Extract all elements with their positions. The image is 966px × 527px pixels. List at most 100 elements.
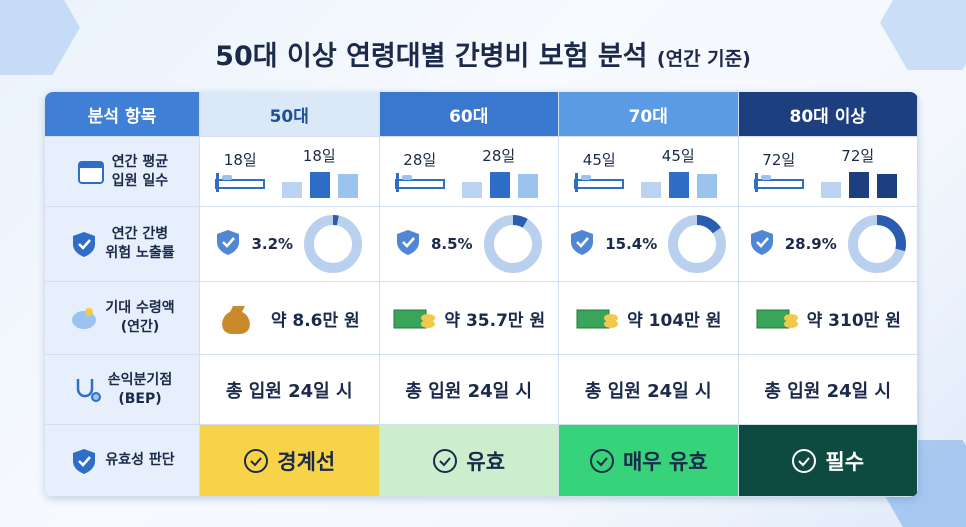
bar-block: 18일 — [274, 145, 364, 198]
cell: 15.4% — [559, 207, 739, 282]
amount-text: 약 310만 원 — [806, 310, 901, 331]
cell: 총 입원 24일 시 — [738, 355, 918, 425]
header-text: 분석 항목 — [87, 106, 157, 127]
days-label: 18일 — [223, 151, 257, 169]
row-icon — [72, 308, 97, 329]
amount-text: 약 35.7만 원 — [444, 310, 546, 331]
mini-bars — [820, 172, 897, 198]
days-label: 28일 — [403, 151, 437, 169]
days-label: 45일 — [661, 147, 695, 165]
row-label-line: 유효성 판단 — [105, 452, 175, 469]
cell: 약 104만 원 — [559, 282, 739, 355]
donut — [668, 215, 727, 273]
money-icon — [393, 309, 436, 329]
donut-arc — [668, 215, 727, 273]
row-label-text: 유효성 판단 — [105, 451, 174, 470]
rate-label: 3.2% — [251, 235, 294, 253]
days-label: 72일 — [762, 151, 796, 169]
row-label-line: 손익분기점 — [107, 371, 173, 388]
row-label-text: 기대 수령액 (연간) — [105, 299, 174, 337]
donut — [304, 215, 363, 273]
row-label-line: 연간 평균 — [111, 153, 169, 170]
bed-block: 45일 — [573, 149, 625, 194]
header-text: 80대 이상 — [789, 106, 867, 127]
bar-block: 28일 — [454, 145, 544, 198]
donut-arc — [304, 215, 363, 273]
row-icon — [77, 160, 104, 184]
cell: 28.9% — [738, 207, 918, 282]
bed-block: 28일 — [394, 149, 446, 194]
bed-icon — [394, 173, 445, 192]
cell: 총 입원 24일 시 — [559, 355, 739, 425]
cell: 약 310만 원 — [738, 282, 918, 355]
verdict-text: 경계선 — [277, 449, 336, 474]
row-icon — [76, 378, 101, 402]
verdict-text: 유효 — [466, 449, 506, 474]
money-icon — [756, 309, 798, 329]
cell: 72일 72일 — [738, 137, 918, 207]
row-label: 기대 수령액 (연간) — [45, 282, 200, 355]
row-label-line: (연간) — [120, 319, 160, 335]
cell: 경계선 — [200, 425, 380, 497]
bep-text: 총 입원 24일 시 — [405, 380, 533, 402]
bep-text: 총 입원 24일 시 — [764, 380, 892, 402]
cell: 약 8.6만 원 — [200, 282, 380, 355]
rate-label: 28.9% — [784, 235, 837, 253]
title: 50대 이상 연령대별 간병비 보험 분석 (연간 기준) — [0, 34, 966, 73]
row-label-line: 위험 노출률 — [105, 245, 175, 261]
bep-text: 총 입원 24일 시 — [225, 380, 353, 402]
bed-icon — [574, 173, 625, 192]
header-text: 60대 — [449, 106, 489, 127]
row-label: 손익분기점 (BEP) — [45, 355, 200, 425]
bed-icon — [753, 173, 804, 192]
header-cell: 50대 — [200, 92, 380, 137]
cell: 필수 — [738, 425, 918, 497]
row-label-line: 연간 간병 — [111, 226, 169, 243]
shield-icon — [571, 230, 594, 255]
cell: 약 35.7만 원 — [379, 282, 559, 355]
row-label-line: 입원 일수 — [111, 172, 169, 189]
shield-icon — [396, 230, 419, 255]
header-cell: 80대 이상 — [738, 92, 918, 137]
shield-icon — [750, 230, 773, 255]
verdict-icon — [433, 448, 458, 473]
rate-label: 15.4% — [605, 235, 658, 253]
row-icon — [73, 232, 96, 257]
donut-arc — [847, 215, 906, 273]
shield-icon — [217, 230, 240, 255]
cell: 45일 45일 — [559, 137, 739, 207]
cell: 유효 — [379, 425, 559, 497]
verdict-text: 매우 유효 — [622, 449, 708, 474]
row-label-text: 손익분기점 (BEP) — [108, 371, 172, 409]
header-text: 50대 — [269, 106, 309, 127]
verdict-icon — [244, 448, 269, 473]
bar-block: 72일 — [813, 145, 903, 198]
cell: 18일 18일 — [200, 137, 380, 207]
verdict-text: 필수 — [825, 449, 865, 474]
cell: 총 입원 24일 시 — [200, 355, 380, 425]
donut — [847, 215, 906, 273]
header-cell: 분석 항목 — [45, 92, 200, 137]
header-cell: 70대 — [559, 92, 739, 137]
bep-text: 총 입원 24일 시 — [584, 380, 712, 402]
row-label-line: 기대 수령액 — [105, 300, 175, 317]
cell: 총 입원 24일 시 — [379, 355, 559, 425]
money-icon — [221, 306, 250, 334]
row-label: 유효성 판단 — [45, 425, 200, 497]
bed-block: 72일 — [753, 149, 805, 194]
title-text: 50대 이상 연령대별 간병비 보험 분석 — [215, 41, 648, 72]
row-icon — [73, 448, 96, 474]
mini-bars — [641, 172, 718, 198]
subtitle: (연간 기준) — [656, 48, 751, 70]
donut-arc — [483, 215, 542, 273]
days-label: 28일 — [482, 147, 516, 165]
header-text: 70대 — [628, 106, 668, 127]
days-label: 72일 — [841, 147, 875, 165]
header-cell: 60대 — [379, 92, 559, 137]
